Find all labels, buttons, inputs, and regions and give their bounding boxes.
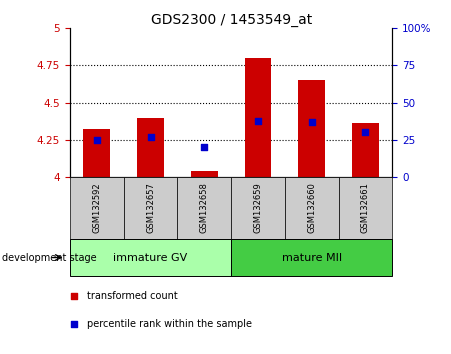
Bar xyxy=(231,177,285,239)
Bar xyxy=(83,130,110,177)
Text: GSM132658: GSM132658 xyxy=(200,183,209,233)
Point xyxy=(201,144,208,150)
Text: transformed count: transformed count xyxy=(87,291,178,301)
Point xyxy=(362,130,369,135)
Title: GDS2300 / 1453549_at: GDS2300 / 1453549_at xyxy=(151,13,312,27)
Text: immature GV: immature GV xyxy=(113,252,188,263)
Bar xyxy=(298,80,325,177)
Text: mature MII: mature MII xyxy=(282,252,342,263)
Text: GSM132592: GSM132592 xyxy=(92,183,101,233)
Text: GSM132657: GSM132657 xyxy=(146,183,155,233)
Text: GSM132661: GSM132661 xyxy=(361,183,370,233)
Text: GSM132659: GSM132659 xyxy=(253,183,262,233)
Text: GSM132660: GSM132660 xyxy=(307,183,316,233)
Bar xyxy=(70,239,231,276)
Point xyxy=(254,118,262,123)
Bar xyxy=(352,124,379,177)
Point xyxy=(70,321,78,327)
Text: development stage: development stage xyxy=(2,252,97,263)
Bar xyxy=(191,171,218,177)
Bar xyxy=(177,177,231,239)
Bar xyxy=(339,177,392,239)
Bar xyxy=(244,58,272,177)
Bar xyxy=(285,177,339,239)
Bar xyxy=(137,118,164,177)
Point xyxy=(93,137,101,143)
Point xyxy=(308,119,315,125)
Bar xyxy=(70,177,124,239)
Bar xyxy=(124,177,177,239)
Text: percentile rank within the sample: percentile rank within the sample xyxy=(87,319,253,329)
Point xyxy=(70,293,78,298)
Point xyxy=(147,134,154,140)
Bar xyxy=(231,239,392,276)
